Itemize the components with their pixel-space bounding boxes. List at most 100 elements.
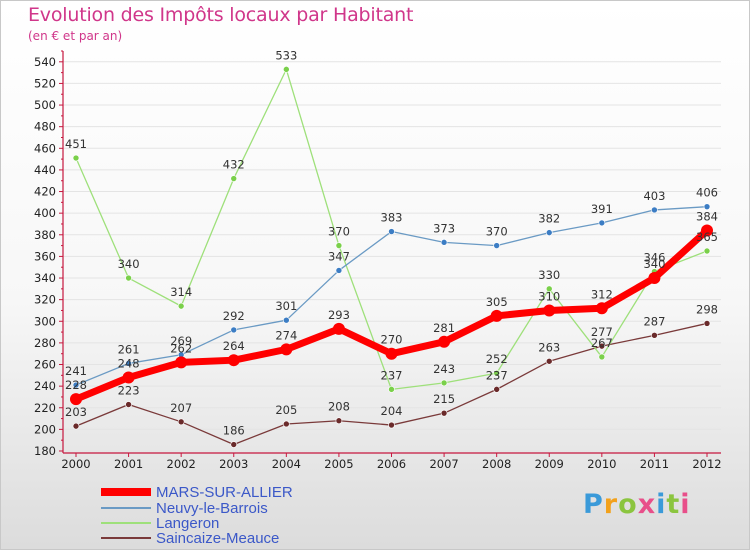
- legend-swatch: [101, 488, 151, 496]
- x-tick-label: 2006: [377, 457, 406, 471]
- data-point: [493, 242, 500, 249]
- data-label: 270: [381, 333, 403, 347]
- data-point: [440, 409, 448, 417]
- data-label: 370: [328, 225, 350, 239]
- data-point: [177, 302, 185, 310]
- data-point: [438, 335, 451, 348]
- data-point: [175, 356, 188, 369]
- y-tick-label: 240: [34, 379, 56, 393]
- x-tick-label: 2008: [482, 457, 511, 471]
- x-tick-label: 2002: [167, 457, 196, 471]
- y-tick-label: 540: [34, 55, 56, 69]
- y-tick-label: 420: [34, 185, 56, 199]
- data-label: 384: [696, 209, 718, 223]
- y-tick-label: 320: [34, 293, 56, 307]
- y-tick-label: 520: [34, 76, 56, 90]
- x-tick-label: 2010: [587, 457, 616, 471]
- data-point: [230, 441, 238, 448]
- y-tick-label: 380: [34, 228, 56, 242]
- x-tick-label: 2003: [219, 457, 248, 471]
- x-tick-label: 2005: [324, 457, 353, 471]
- data-label: 263: [538, 340, 560, 354]
- y-tick-label: 460: [34, 141, 56, 155]
- data-label: 383: [381, 211, 403, 225]
- data-label: 223: [118, 384, 140, 398]
- data-label: 228: [65, 378, 87, 392]
- data-label: 186: [223, 424, 245, 438]
- y-tick-label: 260: [34, 358, 56, 372]
- data-label: 262: [170, 341, 192, 355]
- legend-swatch: [101, 537, 151, 539]
- data-point: [545, 357, 553, 365]
- data-label: 261: [118, 342, 140, 356]
- data-point: [332, 322, 345, 335]
- data-point: [230, 175, 238, 182]
- x-tick-label: 2001: [114, 457, 143, 471]
- data-point: [595, 302, 608, 315]
- data-label: 281: [433, 321, 455, 335]
- data-label: 274: [275, 328, 297, 342]
- data-point: [125, 274, 132, 282]
- data-label: 403: [643, 189, 665, 203]
- data-label: 241: [65, 364, 87, 378]
- data-point: [703, 320, 711, 327]
- data-label: 287: [643, 314, 665, 328]
- data-point: [283, 316, 290, 324]
- data-point: [283, 420, 290, 428]
- data-point: [493, 386, 500, 393]
- data-point: [651, 332, 658, 339]
- data-point: [598, 219, 606, 227]
- data-label: 215: [433, 392, 455, 406]
- data-point: [283, 66, 290, 73]
- data-label: 298: [696, 302, 718, 316]
- y-tick-label: 400: [34, 206, 56, 220]
- data-point: [703, 203, 711, 210]
- chart-subtitle: (en € et par an): [28, 29, 123, 43]
- data-label: 373: [433, 221, 455, 235]
- data-point: [388, 421, 395, 429]
- data-label: 365: [696, 230, 718, 244]
- data-point: [177, 418, 185, 426]
- y-tick-label: 340: [34, 271, 56, 285]
- legend-label: Saincaize-Meauce: [156, 530, 280, 547]
- legend-swatch: [101, 507, 151, 509]
- y-tick-label: 480: [34, 120, 56, 134]
- data-point: [335, 417, 343, 425]
- data-label: 267: [591, 336, 613, 350]
- data-label: 406: [696, 186, 718, 200]
- data-label: 305: [486, 295, 508, 309]
- data-label: 205: [275, 403, 297, 417]
- x-tick-label: 2012: [692, 457, 721, 471]
- legend-label: Langeron: [156, 515, 220, 532]
- legend-swatch: [101, 522, 151, 524]
- data-label: 312: [591, 287, 613, 301]
- data-label: 248: [118, 356, 140, 370]
- data-point: [543, 304, 556, 317]
- data-label: 293: [328, 308, 350, 322]
- x-tick-label: 2004: [272, 457, 301, 471]
- data-point: [125, 401, 132, 408]
- data-label: 207: [170, 401, 192, 415]
- legend-label: MARS-SUR-ALLIER: [156, 484, 293, 501]
- line-chart: 180 200 220 240 260 280 300 320 340 360 380 400 420 4…: [34, 48, 722, 471]
- data-point: [388, 386, 395, 393]
- data-label: 432: [223, 158, 245, 172]
- data-label: 346: [643, 251, 665, 265]
- data-label: 237: [486, 368, 508, 382]
- data-point: [385, 347, 398, 360]
- data-point: [545, 229, 553, 236]
- data-point: [72, 422, 80, 430]
- data-label: 330: [538, 268, 560, 282]
- data-label: 301: [275, 299, 297, 313]
- data-label: 264: [223, 339, 245, 353]
- data-label: 340: [118, 257, 140, 271]
- legend-label: Neuvy-le-Barrois: [156, 500, 268, 517]
- x-tick-label: 2007: [429, 457, 458, 471]
- data-label: 292: [223, 309, 245, 323]
- x-tick-label: 2009: [535, 457, 564, 471]
- data-label: 382: [538, 212, 560, 226]
- data-point: [72, 381, 80, 389]
- data-point: [70, 393, 82, 406]
- data-label: 451: [65, 137, 87, 151]
